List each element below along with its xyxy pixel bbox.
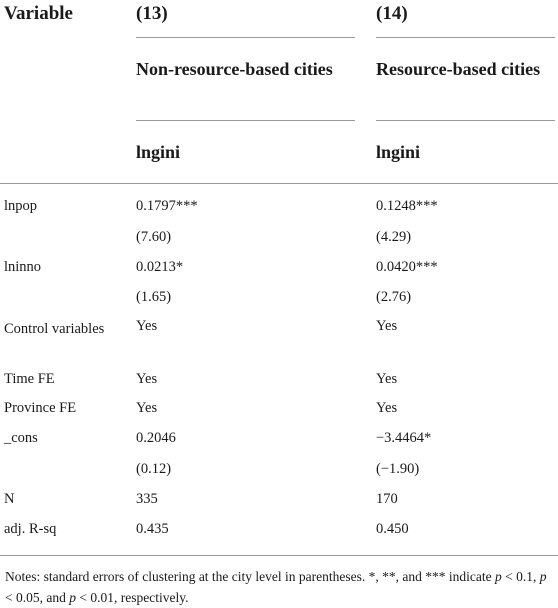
row-label: Control variables	[4, 321, 105, 337]
row-value-col13: 0.435	[136, 521, 169, 537]
row-label: adj. R-sq	[4, 521, 57, 537]
row-value-col13: Yes	[136, 400, 158, 416]
row-value-col14: 170	[376, 491, 398, 507]
row-value-col13: 0.2046	[136, 430, 176, 446]
header-col14-dependent: lngini	[376, 142, 421, 162]
header-rule-col13-mid	[136, 120, 355, 121]
notes-text: < 0.01, respectively.	[75, 590, 189, 605]
table-notes: Notes: standard errors of clustering at …	[5, 566, 555, 608]
notes-text: < 0.05, and	[5, 590, 70, 605]
header-rule-col14-mid	[376, 120, 555, 121]
row-value-col14: Yes	[376, 400, 398, 416]
header-bottom-rule	[0, 183, 558, 184]
row-label: _cons	[4, 430, 38, 446]
row-value-col13: Yes	[136, 318, 158, 334]
table-bottom-rule	[0, 555, 558, 556]
row-value-col13: (7.60)	[136, 229, 172, 245]
row-value-col14: 0.0420***	[376, 259, 438, 275]
row-value-col14: (−1.90)	[376, 461, 420, 477]
header-col13-title: Non-resource-based cities	[136, 59, 333, 79]
notes-text: Notes: standard errors of clustering at …	[5, 569, 495, 584]
row-value-col13: Yes	[136, 371, 158, 387]
row-value-col14: Yes	[376, 371, 398, 387]
header-col13-number: (13)	[136, 3, 168, 24]
notes-p-symbol: p	[69, 590, 76, 605]
row-value-col13: (1.65)	[136, 289, 172, 305]
row-value-col13: 335	[136, 491, 158, 507]
row-value-col13: 0.1797***	[136, 198, 198, 214]
row-label: lninno	[4, 259, 42, 275]
row-value-col13: 0.0213*	[136, 259, 184, 275]
header-variable: Variable	[4, 3, 73, 24]
row-label: Time FE	[4, 371, 55, 387]
row-value-col14: 0.450	[376, 521, 409, 537]
header-rule-col13-top	[136, 37, 355, 38]
row-value-col14: (4.29)	[376, 229, 412, 245]
notes-p-symbol: p	[494, 569, 502, 584]
header-col14-number: (14)	[376, 3, 408, 24]
header-col13-dependent: lngini	[136, 142, 181, 162]
notes-p-symbol: p	[539, 569, 547, 584]
row-label: lnpop	[4, 198, 38, 214]
header-col14-title: Resource-based cities	[376, 59, 541, 79]
row-value-col14: 0.1248***	[376, 198, 438, 214]
row-value-col14: (2.76)	[376, 289, 412, 305]
row-label: Province FE	[4, 400, 77, 416]
notes-text: < 0.1,	[501, 569, 540, 584]
header-rule-col14-top	[376, 37, 555, 38]
row-value-col14: −3.4464*	[376, 430, 432, 446]
row-label: N	[4, 491, 15, 507]
row-value-col13: (0.12)	[136, 461, 172, 477]
row-value-col14: Yes	[376, 318, 398, 334]
